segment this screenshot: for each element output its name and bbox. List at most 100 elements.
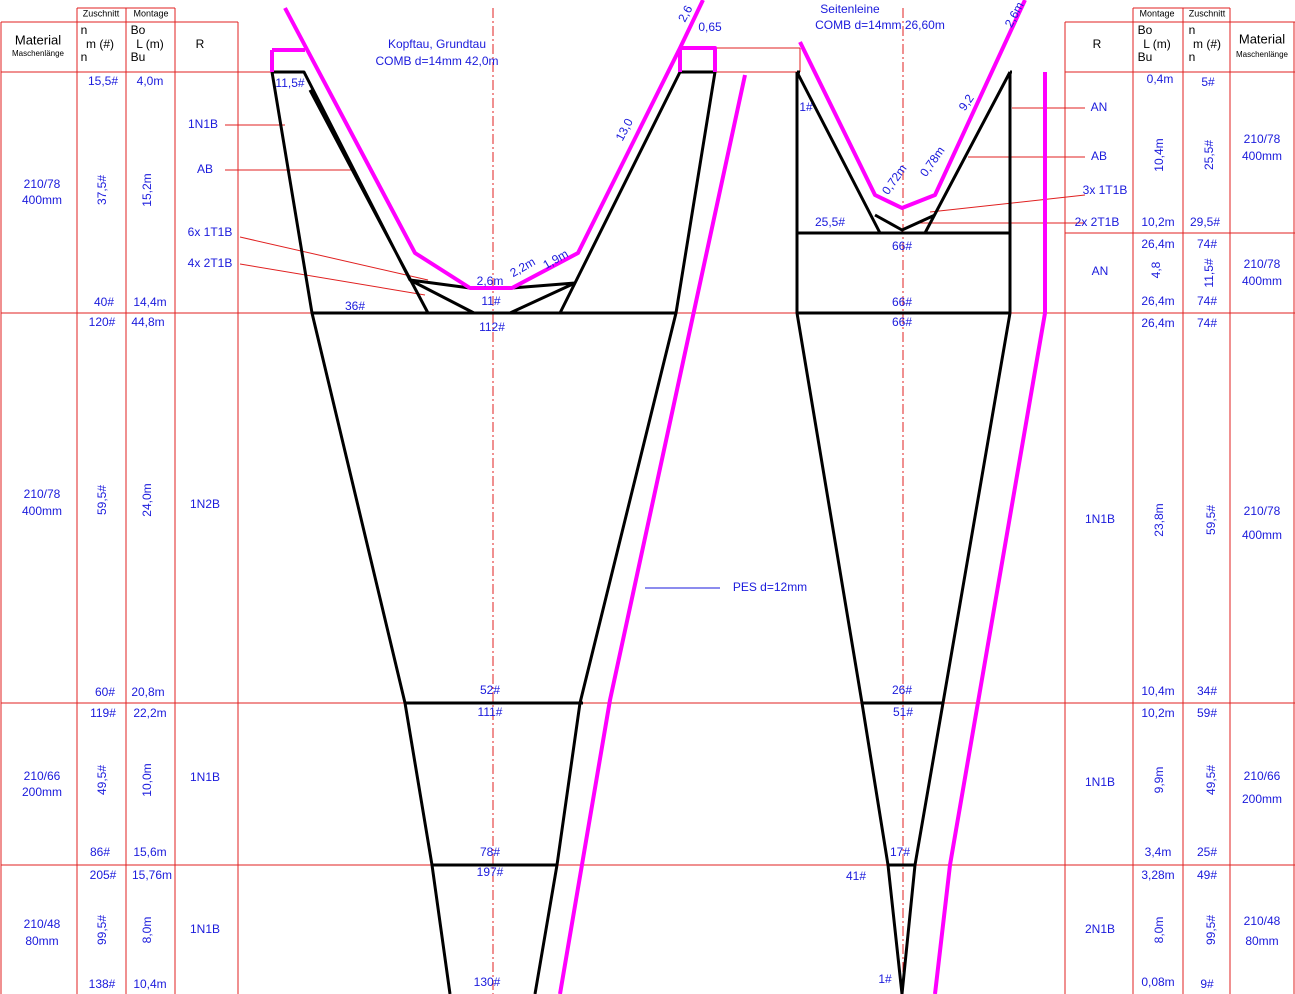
label: 1# [799, 100, 813, 114]
label: 80mm [1245, 934, 1278, 948]
label: 11,5# [1202, 258, 1216, 287]
label: 14,4m [133, 295, 166, 309]
left-table: 15,5# 4,0m 210/78 400mm 37,5# 15,2m 40# 14,4m 1N… [22, 74, 232, 991]
label: 1N1B [1085, 512, 1115, 526]
label: 25,5# [1202, 140, 1216, 170]
label: 15,5# [88, 74, 118, 88]
label: 17# [890, 845, 910, 859]
label: 78# [480, 845, 500, 859]
label: 138# [89, 977, 116, 991]
label: 15,2m [140, 173, 154, 206]
header-label: n [1189, 50, 1196, 64]
header-label: m (#) [86, 37, 114, 51]
label: 49# [1197, 868, 1217, 882]
label: 400mm [1242, 149, 1282, 163]
label: 10,4m [133, 977, 166, 991]
label: 210/78 [1244, 257, 1281, 271]
label: 49,5# [1204, 765, 1218, 795]
label: 41# [846, 869, 866, 883]
label: 66# [892, 239, 912, 253]
label: 130# [474, 975, 501, 989]
label: 24,0m [140, 483, 154, 516]
header-label: Zuschnitt [83, 8, 120, 18]
label: 26,4m [1141, 237, 1174, 251]
leaders [225, 107, 1086, 589]
label: COMB d=14mm 42,0m [375, 54, 498, 68]
label: 10,2m [1141, 215, 1174, 229]
label: 23,8m [1152, 503, 1166, 536]
label: 1N1B [188, 117, 218, 131]
label: 74# [1197, 294, 1217, 308]
label: 59# [1197, 706, 1217, 720]
table-grid [0, 7, 1295, 994]
header-label: R [196, 37, 205, 51]
label: 26# [892, 683, 912, 697]
label: 9,9m [1152, 767, 1166, 794]
label: 210/66 [24, 769, 61, 783]
label: 5# [1201, 75, 1215, 89]
label: 210/48 [1244, 914, 1281, 928]
label: 6x 1T1B [188, 225, 233, 239]
label: 86# [90, 845, 110, 859]
label: 25# [1197, 845, 1217, 859]
label: 200mm [22, 785, 62, 799]
header-label: n [1189, 23, 1196, 37]
label: 400mm [22, 193, 62, 207]
label: 400mm [1242, 274, 1282, 288]
label: 119# [90, 706, 116, 720]
label: 10,4m [1152, 138, 1166, 171]
label: 66# [892, 315, 912, 329]
label: 3,28m [1141, 868, 1174, 882]
header-label: Bo [1138, 23, 1153, 37]
label: 74# [1197, 316, 1217, 330]
label: 99,5# [1204, 915, 1218, 945]
label: 120# [89, 315, 116, 329]
label: 4x 2T1B [188, 256, 233, 270]
label: 20,8m [131, 685, 164, 699]
label: 80mm [25, 934, 58, 948]
header-label: Material [15, 32, 61, 47]
label: 0,08m [1141, 975, 1174, 989]
label: 2x 2T1B [1075, 215, 1120, 229]
label: 22,2m [133, 706, 166, 720]
label: AN [1092, 264, 1109, 278]
label: COMB d=14mm 26,60m [815, 18, 945, 32]
header-label: Bu [131, 50, 146, 64]
label: 15,6m [133, 845, 166, 859]
label: 59,5# [95, 485, 109, 515]
header-label: R [1093, 37, 1102, 51]
header-label: Material [1239, 31, 1285, 46]
center-line [492, 8, 904, 994]
label: 1N2B [190, 497, 220, 511]
header-label: Bo [131, 23, 146, 37]
label: 10,4m [1141, 684, 1174, 698]
label: 26,4m [1141, 316, 1174, 330]
header-label: n [81, 23, 88, 37]
label: 2,6m [1002, 0, 1027, 30]
label: 51# [893, 705, 913, 719]
label: 52# [480, 683, 500, 697]
label: AN [1091, 100, 1108, 114]
label: AB [1091, 149, 1107, 163]
label: 210/78 [24, 177, 61, 191]
header-label: Bu [1138, 50, 1153, 64]
label: 210/66 [1244, 769, 1281, 783]
label: 11,5# [275, 76, 304, 90]
label: 99,5# [95, 915, 109, 945]
label: 400mm [1242, 528, 1282, 542]
label: Seitenleine [820, 2, 880, 16]
label: 4,8 [1149, 261, 1163, 278]
label: 200mm [1242, 792, 1282, 806]
left-net [270, 0, 747, 994]
label: 111# [478, 705, 503, 719]
header-label: Maschenlänge [1236, 50, 1289, 59]
label: 210/78 [1244, 132, 1281, 146]
right-header: Montage Zuschnitt R BoL (m)Bu nm (#)n Materia… [1093, 8, 1289, 64]
header-label: m (#) [1193, 37, 1221, 51]
label: 9# [1200, 977, 1214, 991]
right-table: 0,4m 5# 10,4m 25,5# 210/78 400mm 10,2m 29,5# 26,… [1141, 72, 1282, 991]
label: 0,65 [698, 20, 722, 34]
label: 210/48 [24, 917, 61, 931]
